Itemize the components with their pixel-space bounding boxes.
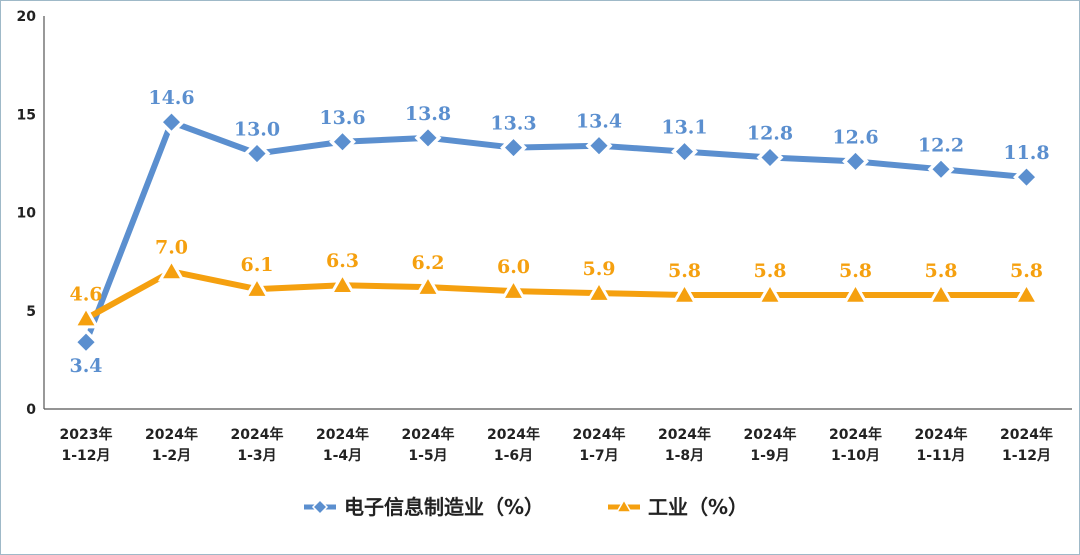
electronics-point <box>414 124 442 152</box>
electronics-point <box>72 328 100 356</box>
industry-point <box>927 281 955 305</box>
electronics-point <box>1013 163 1040 191</box>
electronics-data-label: 13.8 <box>405 103 451 125</box>
x-tick-label: 2024年 <box>145 426 198 443</box>
electronics-point <box>842 147 869 175</box>
x-tick-label: 1-10月 <box>831 448 880 464</box>
industry-point <box>243 275 271 299</box>
electronics-data-label: 13.4 <box>576 111 622 133</box>
electronics-point <box>329 128 356 156</box>
x-tick-label: 2024年 <box>658 426 711 443</box>
x-tick-label: 1-3月 <box>237 448 276 464</box>
industry-data-label: 6.2 <box>411 252 444 274</box>
industry-data-label: 5.9 <box>582 258 615 280</box>
y-tick-label: 20 <box>17 9 37 25</box>
y-tick-label: 15 <box>17 107 36 123</box>
legend-label-electronics: 电子信息制造业（%） <box>344 495 544 519</box>
industry-data-label: 4.6 <box>69 284 102 306</box>
industry-data-label: 5.8 <box>839 260 872 282</box>
x-tick-label: 2024年 <box>573 426 626 443</box>
industry-point <box>841 281 870 305</box>
x-tick-label: 1-8月 <box>665 448 704 464</box>
electronics-data-label: 14.6 <box>148 87 194 109</box>
x-tick-label: 1-2月 <box>152 448 191 464</box>
x-tick-label: 1-12月 <box>1002 448 1051 464</box>
electronics-data-label: 12.6 <box>832 126 878 148</box>
industry-point <box>414 273 442 297</box>
industry-point <box>756 281 784 305</box>
x-tick-label: 1-7月 <box>579 448 618 464</box>
legend-label-industry: 工业（%） <box>648 495 748 519</box>
x-tick-label: 2024年 <box>1000 426 1053 443</box>
electronics-series-line <box>83 119 1030 346</box>
y-tick-label: 5 <box>26 304 36 320</box>
legend-marker-triangle-icon <box>615 498 633 513</box>
x-tick-label: 2024年 <box>402 426 455 443</box>
electronics-point <box>756 144 784 171</box>
x-tick-label: 2024年 <box>316 426 369 443</box>
x-tick-label: 2024年 <box>915 426 968 443</box>
x-tick-label: 2024年 <box>231 426 284 443</box>
y-tick-label: 0 <box>26 402 36 418</box>
electronics-data-label: 3.4 <box>69 355 102 377</box>
industry-point <box>670 281 699 305</box>
x-tick-label: 2024年 <box>829 426 882 443</box>
x-tick-label: 1-9月 <box>750 448 789 464</box>
electronics-data-label: 13.6 <box>319 107 365 129</box>
x-tick-label: 1-4月 <box>323 448 362 464</box>
legend: 电子信息制造业（%） 工业（%） <box>304 495 748 519</box>
industry-data-label: 5.8 <box>1010 260 1043 282</box>
y-tick-label: 10 <box>17 206 37 222</box>
industry-point <box>328 271 357 295</box>
industry-point <box>72 304 100 329</box>
x-tick-label: 1-5月 <box>408 448 447 464</box>
electronics-data-label: 12.8 <box>747 122 793 144</box>
industry-point <box>157 257 186 282</box>
industry-data-label: 5.8 <box>753 260 786 282</box>
electronics-data-label: 13.1 <box>661 117 707 139</box>
electronics-data-label: 12.2 <box>918 134 964 156</box>
electronics-point <box>585 132 613 160</box>
electronics-point <box>243 140 271 168</box>
electronics-point <box>158 108 185 136</box>
x-tick-label: 2024年 <box>744 426 797 443</box>
x-tick-label: 1-11月 <box>916 448 965 464</box>
y-axis-tick-labels: 0 5 10 15 20 <box>17 9 37 418</box>
electronics-point <box>500 134 527 162</box>
electronics-data-label: 13.3 <box>490 113 536 135</box>
industry-data-label: 6.1 <box>240 254 273 276</box>
industry-data-label: 7.0 <box>155 236 188 258</box>
electronics-point <box>671 138 698 166</box>
industry-data-label: 6.3 <box>326 250 359 272</box>
axes <box>43 16 1072 410</box>
industry-series-line <box>83 268 1030 322</box>
x-tick-label: 2023年 <box>60 426 113 443</box>
industry-data-label: 6.0 <box>497 256 530 278</box>
electronics-data-label: 13.0 <box>234 119 280 141</box>
electronics-point <box>927 155 955 183</box>
legend-marker-diamond-icon <box>311 498 329 516</box>
x-axis-tick-labels: 2023年 1-12月 2024年 1-2月 2024年 1-3月 2024年 1-4月 202… <box>60 426 1053 464</box>
data-labels: 3.4 14.6 13.0 13.6 13.8 13.3 13.4 13.1 12.8 12.6 1… <box>69 87 1049 377</box>
electronics-data-label: 11.8 <box>1003 142 1049 164</box>
industry-point <box>585 279 613 303</box>
x-tick-label: 1-6月 <box>494 448 533 464</box>
x-tick-label: 1-12月 <box>61 448 110 464</box>
series-markers <box>72 108 1041 356</box>
industry-data-label: 5.8 <box>668 260 701 282</box>
x-tick-label: 2024年 <box>487 426 540 443</box>
industry-data-label: 5.8 <box>924 260 957 282</box>
series-lines <box>83 119 1030 346</box>
industry-point <box>1012 281 1041 305</box>
industry-point <box>499 277 528 301</box>
